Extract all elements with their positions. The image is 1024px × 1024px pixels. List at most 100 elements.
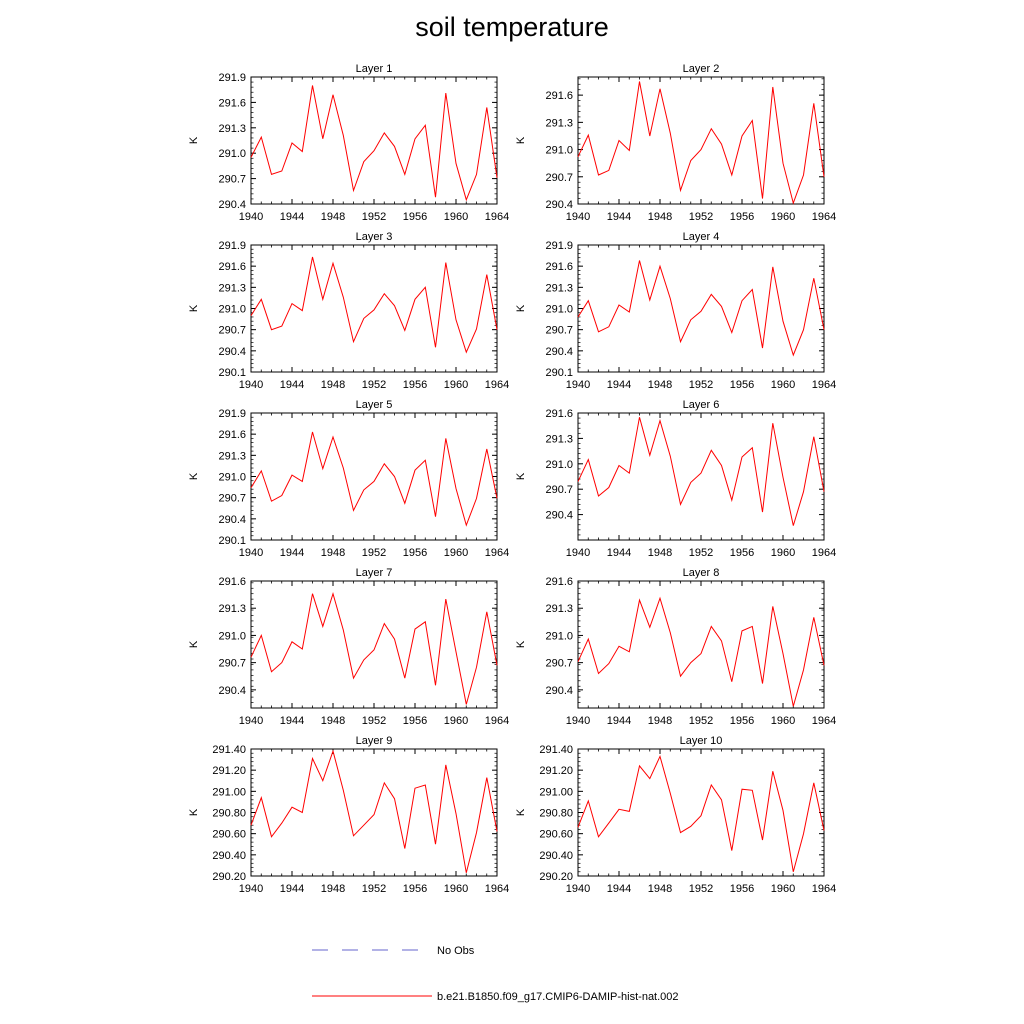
y-tick-label: 291.3 (218, 123, 246, 135)
y-tick-label: 291.3 (218, 282, 246, 294)
y-tick-label: 291.3 (218, 450, 246, 462)
x-tick-label: 1944 (280, 715, 304, 727)
series-line (250, 591, 498, 705)
panel-title: Layer 7 (356, 567, 393, 579)
x-tick-label: 1940 (566, 547, 590, 559)
y-tick-label: 290.7 (545, 325, 573, 337)
y-tick-label: 290.4 (218, 199, 246, 211)
x-tick-label: 1944 (280, 883, 304, 895)
x-tick-label: 1940 (239, 547, 263, 559)
series-line (250, 749, 498, 873)
y-tick-label: 291.40 (539, 744, 573, 756)
y-tick-label: 291.00 (212, 786, 246, 798)
y-axis-label: K (515, 472, 527, 480)
series-line (577, 417, 825, 526)
x-tick-label: 1960 (444, 379, 468, 391)
x-tick-label: 1964 (485, 883, 509, 895)
x-tick-label: 1956 (403, 883, 427, 895)
y-tick-label: 291.6 (545, 408, 573, 420)
x-tick-label: 1952 (689, 547, 713, 559)
x-tick-label: 1964 (812, 211, 836, 223)
y-axis-label: K (188, 472, 200, 480)
y-tick-label: 290.20 (212, 871, 246, 883)
y-axis-label: K (188, 808, 200, 816)
plot-frame (577, 580, 825, 709)
x-tick-label: 1960 (771, 715, 795, 727)
y-tick-label: 291.6 (545, 261, 573, 273)
x-tick-label: 1948 (321, 715, 345, 727)
x-tick-label: 1952 (362, 883, 386, 895)
x-tick-label: 1944 (607, 715, 631, 727)
x-tick-label: 1960 (444, 883, 468, 895)
y-tick-label: 290.40 (212, 850, 246, 862)
y-tick-label: 291.9 (545, 240, 573, 252)
x-tick-label: 1964 (812, 379, 836, 391)
x-tick-label: 1948 (648, 211, 672, 223)
y-tick-label: 291.0 (545, 145, 573, 157)
y-tick-label: 291.3 (545, 433, 573, 445)
x-tick-label: 1964 (812, 715, 836, 727)
plot-frame (250, 244, 498, 373)
x-tick-label: 1956 (403, 211, 427, 223)
y-tick-label: 290.4 (218, 685, 246, 697)
panel-title: Layer 6 (683, 399, 720, 411)
x-tick-label: 1964 (812, 883, 836, 895)
panel-title: Layer 9 (356, 735, 393, 747)
y-tick-label: 291.20 (212, 765, 246, 777)
y-tick-label: 290.7 (218, 493, 246, 505)
y-tick-label: 290.80 (539, 808, 573, 820)
legend-label: b.e21.B1850.f09_g17.CMIP6-DAMIP-hist-nat… (437, 991, 679, 1003)
y-tick-label: 290.7 (545, 658, 573, 670)
y-axis-label: K (188, 640, 200, 648)
x-tick-label: 1964 (485, 715, 509, 727)
x-tick-label: 1952 (362, 715, 386, 727)
x-tick-label: 1964 (812, 547, 836, 559)
y-tick-label: 291.6 (545, 576, 573, 588)
plot-frame (250, 748, 498, 877)
x-tick-label: 1952 (689, 715, 713, 727)
y-tick-label: 290.4 (218, 514, 246, 526)
x-tick-label: 1948 (648, 715, 672, 727)
y-tick-label: 290.7 (218, 658, 246, 670)
x-tick-label: 1940 (239, 379, 263, 391)
panel-layer-7: Layer 7 1940 1944 1948 1952 1956 1960 1964 290.4… (188, 567, 509, 727)
y-tick-label: 291.0 (218, 304, 246, 316)
panel-layer-6: Layer 6 1940 1944 1948 1952 1956 1960 1964 290.4… (515, 399, 836, 559)
y-axis-label: K (515, 640, 527, 648)
y-tick-label: 291.9 (218, 72, 246, 84)
plot-frame (250, 580, 498, 709)
x-tick-label: 1944 (607, 547, 631, 559)
y-tick-label: 290.1 (218, 535, 246, 547)
x-tick-label: 1944 (280, 211, 304, 223)
x-tick-label: 1956 (403, 379, 427, 391)
x-tick-label: 1952 (689, 883, 713, 895)
x-tick-label: 1960 (444, 547, 468, 559)
y-tick-label: 291.9 (218, 240, 246, 252)
series-line (250, 256, 498, 354)
y-tick-label: 291.0 (545, 459, 573, 471)
x-tick-label: 1944 (607, 883, 631, 895)
x-tick-label: 1948 (648, 883, 672, 895)
y-tick-label: 290.4 (545, 685, 573, 697)
x-tick-label: 1964 (485, 211, 509, 223)
panel-title: Layer 1 (356, 63, 393, 75)
x-tick-label: 1940 (566, 715, 590, 727)
x-tick-label: 1944 (280, 547, 304, 559)
panel-layer-10: Layer 10 1940 1944 1948 1952 1956 1960 1964 290.… (515, 735, 836, 895)
x-tick-label: 1956 (730, 547, 754, 559)
series-line (577, 754, 825, 872)
x-tick-label: 1940 (239, 883, 263, 895)
x-tick-label: 1940 (566, 883, 590, 895)
y-axis-label: K (188, 136, 200, 144)
y-tick-label: 290.60 (212, 829, 246, 841)
panel-layer-1: Layer 1 1940 1944 1948 1952 1956 1960 1964 290.4… (188, 63, 509, 223)
plot-frame (577, 748, 825, 877)
y-tick-label: 290.4 (545, 199, 573, 211)
y-tick-label: 290.20 (539, 871, 573, 883)
x-tick-label: 1964 (485, 547, 509, 559)
x-tick-label: 1944 (280, 379, 304, 391)
x-tick-label: 1960 (771, 379, 795, 391)
panel-layer-4: Layer 4 1940 1944 1948 1952 1956 1960 1964 290.1… (515, 231, 836, 391)
y-tick-label: 291.0 (218, 472, 246, 484)
x-tick-label: 1940 (566, 211, 590, 223)
